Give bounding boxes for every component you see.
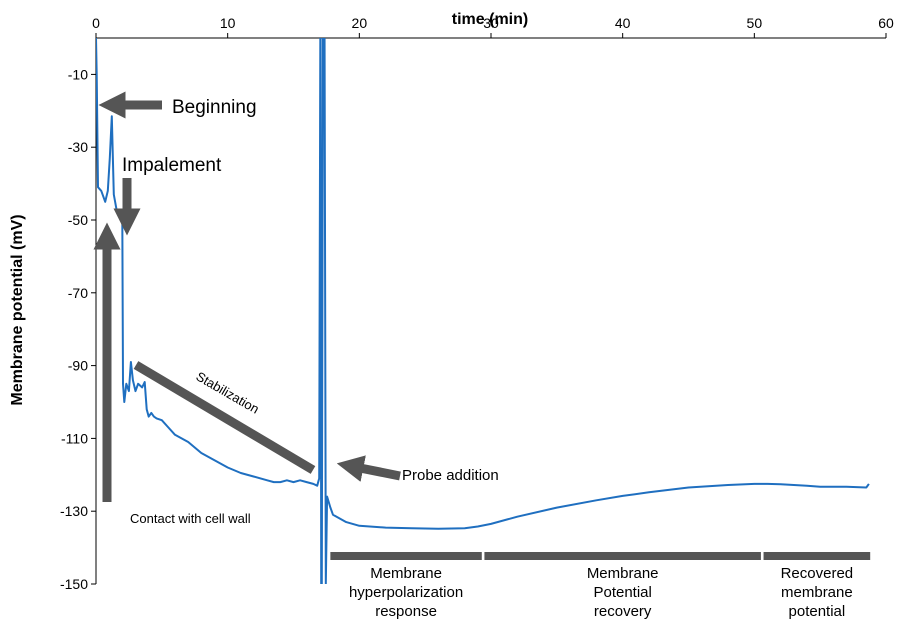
x-tick-label: 10	[220, 15, 236, 31]
series-line-0	[96, 38, 870, 584]
phase-label-1: Membrane	[587, 565, 659, 582]
phase-bar-0	[330, 552, 482, 560]
phase-label-2: Recovered	[781, 565, 854, 582]
x-tick-label: 50	[747, 15, 763, 31]
series-layer	[96, 38, 870, 584]
x-tick-label: 60	[878, 15, 894, 31]
x-tick-label: 0	[92, 15, 100, 31]
phase-label-0: response	[375, 603, 437, 620]
phase-label-2: potential	[789, 603, 846, 620]
axes: 0 10 20 30 40 50 60 -10 -30 -50 -70 -90 -110 -130 -150	[60, 15, 894, 592]
x-tick-label: 20	[352, 15, 368, 31]
phase-layer: Membrane hyperpolarization response Membran…	[330, 552, 871, 620]
phase-label-1: recovery	[594, 603, 652, 620]
phase-bar-2	[763, 552, 871, 560]
y-tick-label: -130	[60, 503, 88, 519]
y-tick-label: -150	[60, 576, 88, 592]
phase-label-0: Membrane	[370, 565, 442, 582]
probe-addition-arrow	[336, 455, 401, 482]
stabilization-bar	[133, 361, 316, 474]
x-tick-label: 40	[615, 15, 631, 31]
y-tick-label: -70	[68, 285, 88, 301]
x-tick-label: 30	[483, 15, 499, 31]
y-axis-title: Membrane potential (mV)	[9, 214, 26, 405]
phase-bar-1	[484, 552, 761, 560]
phase-label-1: Potential	[593, 584, 651, 601]
annotation-layer	[93, 91, 401, 502]
probe-addition-label: Probe addition	[402, 467, 499, 484]
y-tick-label: -50	[68, 212, 88, 228]
impalement-label: Impalement	[122, 155, 222, 176]
x-axis-title: time (min)	[452, 11, 528, 28]
y-tick-label: -30	[68, 139, 88, 155]
phase-label-2: membrane	[781, 584, 853, 601]
phase-label-0: hyperpolarization	[349, 584, 463, 601]
y-tick-label: -10	[68, 66, 88, 82]
y-tick-label: -110	[61, 430, 88, 446]
y-tick-label: -90	[68, 358, 88, 374]
contact-label: Contact with cell wall	[130, 511, 251, 526]
beginning-label: Beginning	[172, 97, 257, 118]
